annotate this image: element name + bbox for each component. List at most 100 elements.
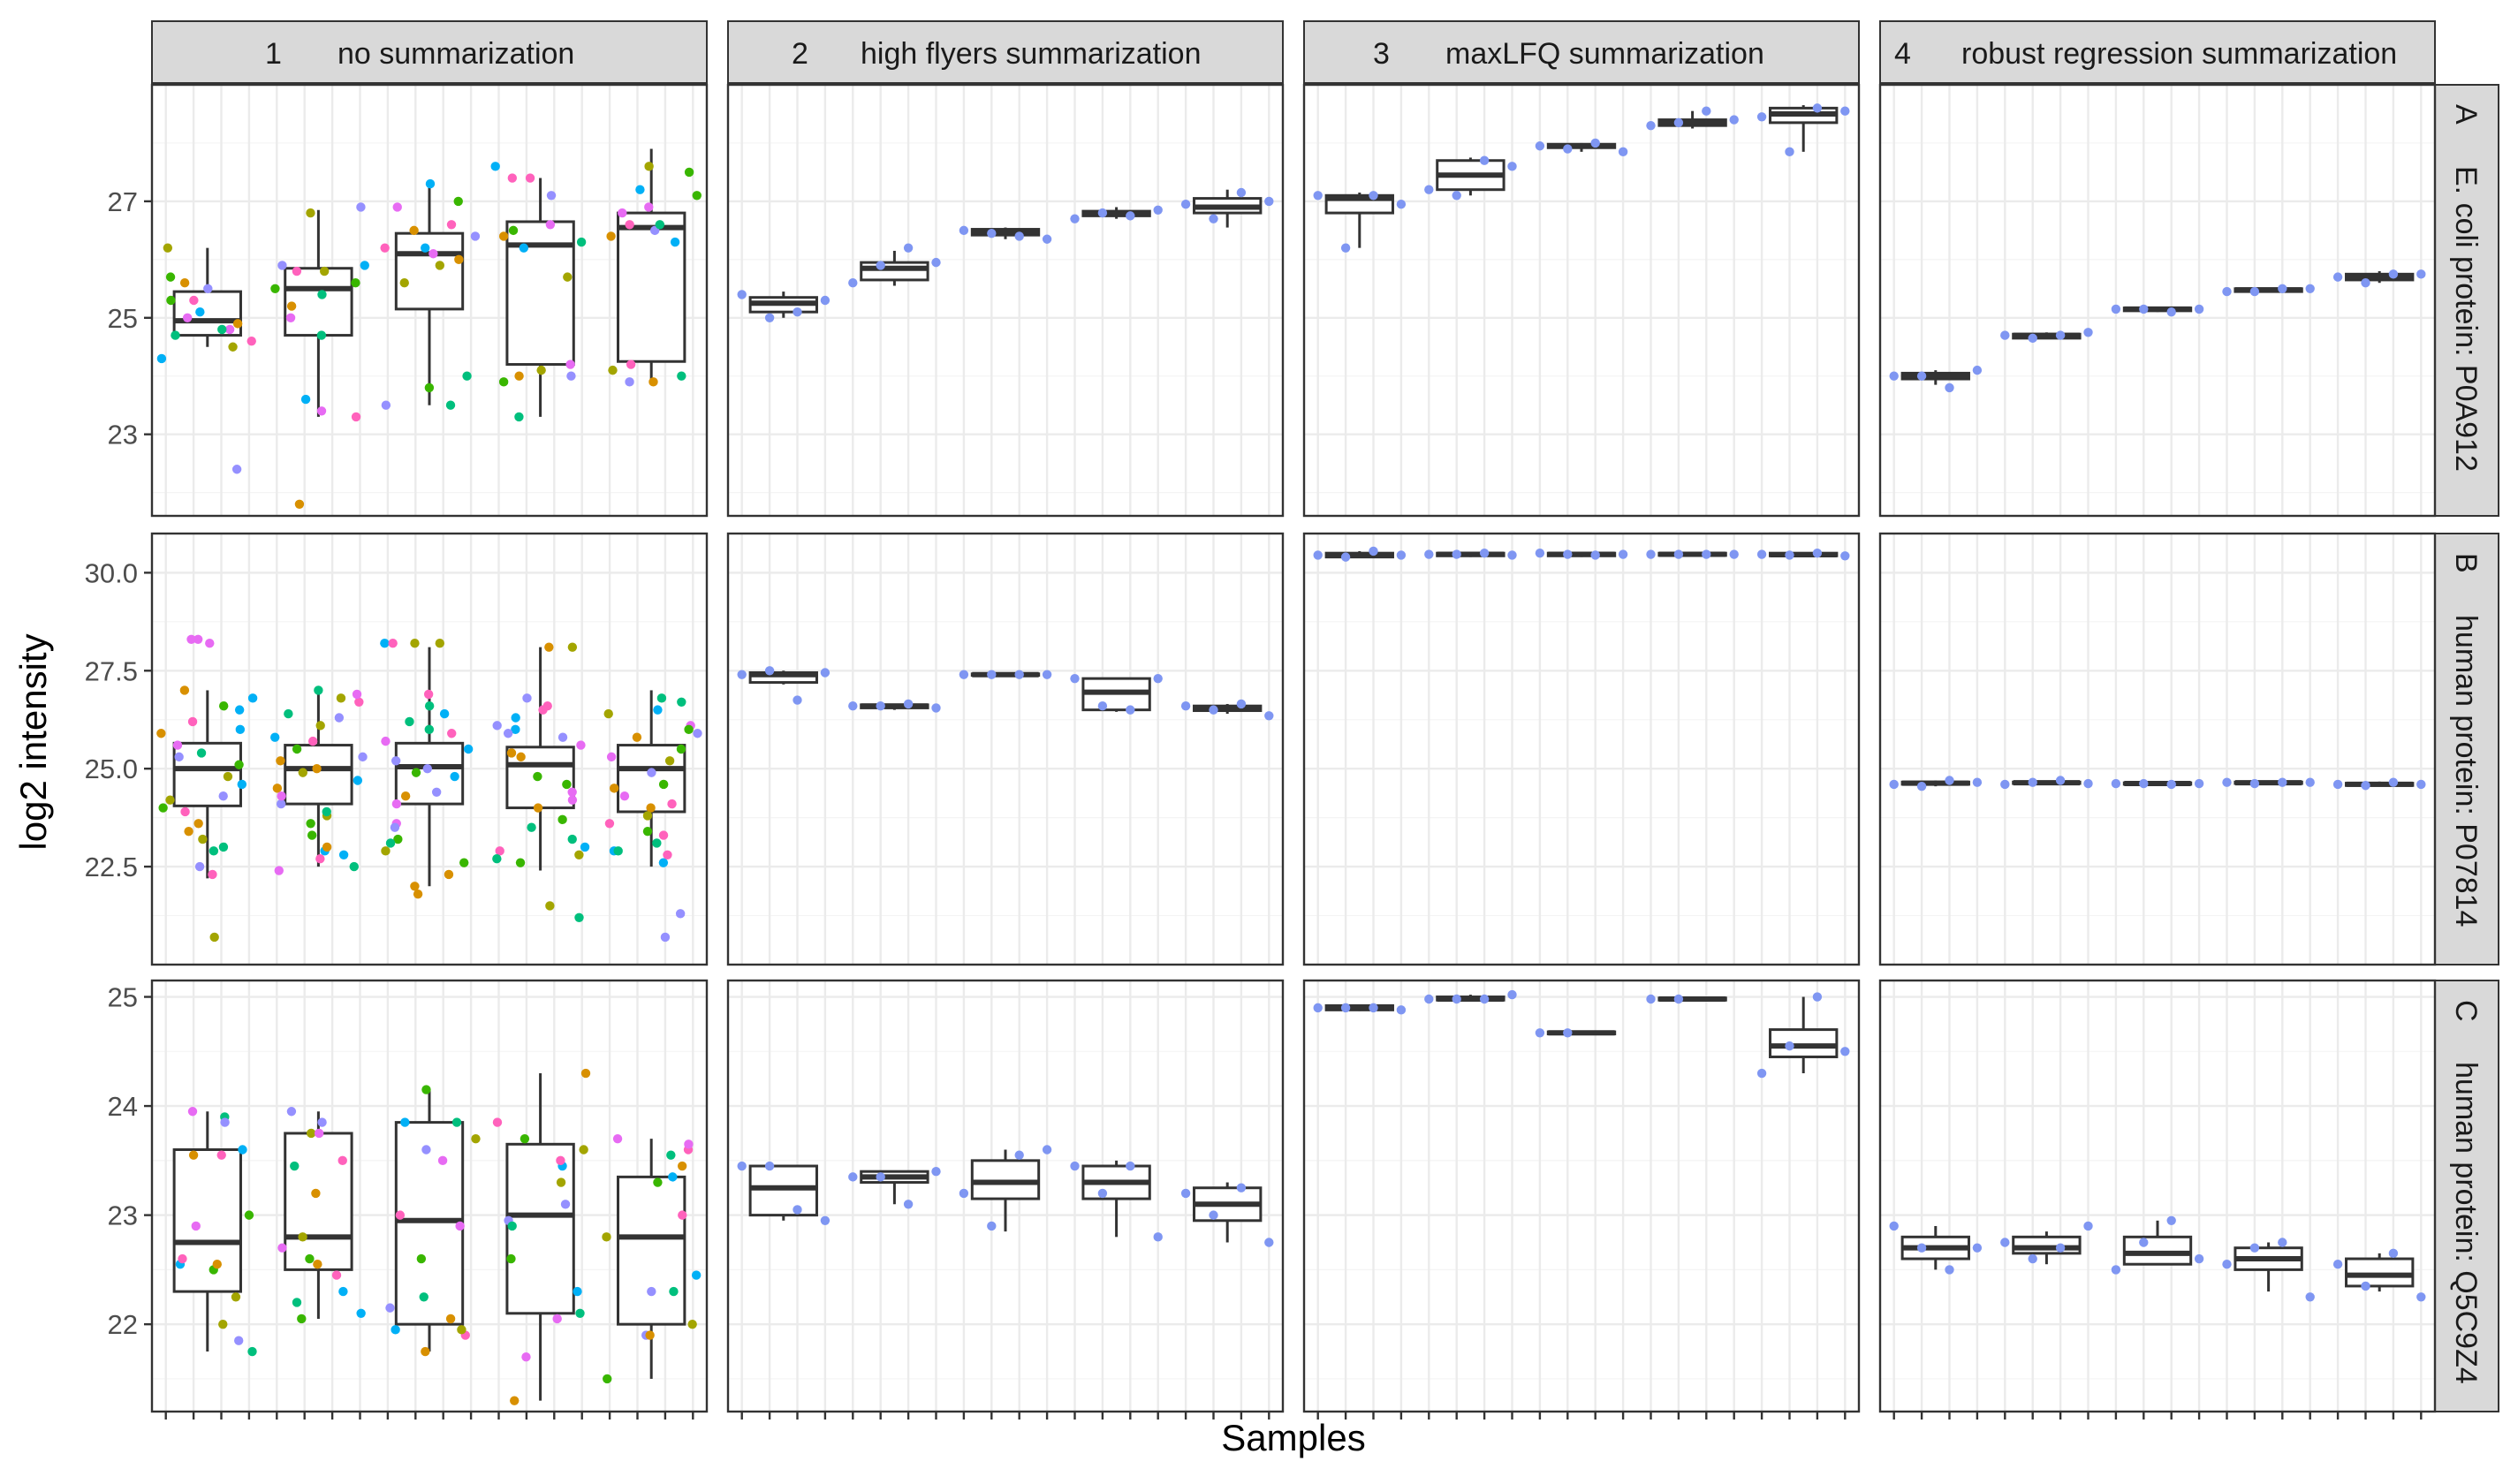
- data-point: [193, 634, 203, 644]
- data-point: [224, 324, 235, 335]
- data-point: [1785, 147, 1794, 157]
- data-point: [1153, 205, 1163, 215]
- boxplot: [970, 227, 1041, 239]
- data-point: [191, 1221, 201, 1231]
- boxplot: [1900, 780, 1970, 787]
- data-point: [2194, 778, 2204, 789]
- data-point: [562, 779, 572, 790]
- data-point: [511, 724, 520, 735]
- data-point: [1396, 199, 1407, 209]
- data-point: [1646, 549, 1656, 559]
- data-point: [2111, 1265, 2121, 1275]
- column-strip-bg: [1303, 20, 1860, 84]
- data-point: [1180, 199, 1191, 209]
- data-point: [931, 1167, 941, 1177]
- data-point: [618, 208, 627, 218]
- data-point: [1812, 548, 1823, 558]
- data-point: [421, 1145, 431, 1155]
- data-point: [2222, 286, 2232, 297]
- data-point: [602, 1232, 611, 1242]
- data-point: [579, 1145, 588, 1155]
- data-point: [498, 231, 509, 241]
- data-point: [642, 826, 653, 837]
- data-point: [1673, 994, 1684, 1004]
- data-point: [187, 1107, 198, 1117]
- data-point: [1945, 1265, 1954, 1275]
- data-point: [2278, 1238, 2287, 1247]
- data-point: [277, 1243, 287, 1253]
- data-point: [653, 705, 663, 715]
- column-strip-bg: [151, 20, 708, 84]
- data-point: [576, 237, 587, 247]
- data-point: [390, 822, 400, 832]
- box-iqr: [394, 231, 465, 311]
- data-point: [453, 196, 463, 207]
- data-point: [959, 670, 969, 679]
- data-point: [2000, 1238, 2010, 1247]
- data-point: [1590, 550, 1600, 560]
- data-point: [1236, 1183, 1247, 1192]
- data-point: [667, 799, 677, 809]
- data-point: [313, 1260, 322, 1269]
- data-point: [385, 838, 396, 848]
- data-point: [580, 1068, 591, 1079]
- data-point: [454, 254, 464, 265]
- boxplot: [1324, 550, 1394, 559]
- data-point: [666, 1150, 676, 1160]
- data-point: [2249, 778, 2260, 789]
- boxplot: [1657, 110, 1727, 129]
- data-point: [987, 1221, 997, 1231]
- data-point: [567, 642, 578, 652]
- data-point: [1945, 382, 1954, 393]
- data-point: [400, 1117, 410, 1127]
- data-point: [604, 819, 615, 829]
- data-point: [1756, 549, 1767, 559]
- data-point: [2111, 304, 2121, 314]
- panel-C-1: 22 23 24 25: [108, 979, 709, 1420]
- data-point: [2388, 1248, 2399, 1259]
- data-point: [1507, 550, 1517, 560]
- box-iqr: [284, 1132, 353, 1271]
- data-point: [931, 703, 941, 713]
- data-point: [1972, 777, 1983, 787]
- data-point: [292, 744, 302, 754]
- box-iqr: [860, 261, 929, 282]
- data-point: [1729, 115, 1739, 125]
- data-point: [612, 1133, 623, 1144]
- data-point: [1535, 1028, 1545, 1038]
- data-point: [247, 693, 258, 703]
- data-point: [270, 284, 280, 294]
- data-point: [536, 365, 546, 375]
- data-point: [356, 202, 366, 212]
- data-point: [1840, 1047, 1850, 1056]
- data-point: [311, 1188, 321, 1199]
- data-point: [171, 330, 180, 340]
- data-point: [1702, 549, 1711, 559]
- data-point: [156, 729, 166, 738]
- y-tick-label: 30.0: [85, 557, 138, 588]
- data-point: [306, 819, 315, 829]
- data-point: [1042, 670, 1052, 679]
- panel-background: [1304, 980, 1859, 1412]
- data-point: [439, 708, 450, 719]
- data-point: [158, 803, 168, 813]
- data-point: [848, 278, 858, 288]
- data-point: [2249, 1243, 2260, 1253]
- data-point: [180, 806, 190, 817]
- boxplot: [394, 184, 465, 405]
- data-point: [876, 1172, 885, 1182]
- panel-A-3: [1302, 83, 1861, 518]
- data-point: [322, 842, 332, 852]
- data-point: [632, 732, 642, 742]
- data-point: [314, 1128, 324, 1139]
- data-point: [193, 819, 203, 829]
- data-point: [660, 932, 671, 943]
- data-point: [212, 1260, 222, 1269]
- data-point: [399, 278, 409, 288]
- data-point: [410, 639, 420, 648]
- data-point: [1785, 1041, 1794, 1051]
- data-point: [429, 249, 438, 259]
- data-point: [692, 191, 702, 201]
- data-point: [642, 811, 653, 821]
- data-point: [410, 882, 420, 891]
